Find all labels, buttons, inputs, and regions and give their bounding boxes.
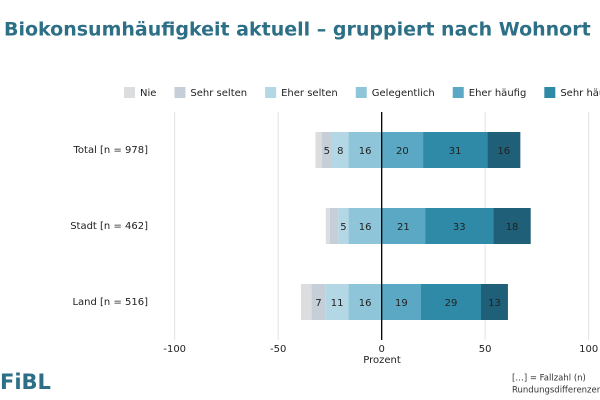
- y-tick-label: Total [n = 978]: [73, 145, 149, 156]
- data-label: 16: [359, 298, 372, 309]
- bar-segment: [381, 208, 426, 244]
- bar-segment: [325, 284, 349, 320]
- bar-segment: [421, 284, 482, 320]
- data-label: 8: [337, 146, 343, 157]
- y-tick-label: Land [n = 516]: [72, 297, 148, 308]
- bar-segment: [425, 208, 494, 244]
- legend-swatch: [355, 87, 367, 98]
- bar-segment: [493, 208, 531, 244]
- bar-segment: [338, 208, 349, 244]
- bar-segment: [332, 132, 349, 168]
- data-label: 31: [449, 146, 462, 157]
- logo: FiBL: [0, 370, 51, 394]
- data-label: 7: [315, 298, 321, 309]
- bar-segment: [300, 284, 312, 320]
- x-axis-label: Prozent: [363, 355, 401, 366]
- data-label: 20: [396, 146, 409, 157]
- legend-label: Gelegentlich: [372, 88, 435, 99]
- data-label: 16: [359, 222, 372, 233]
- data-label: 29: [445, 298, 458, 309]
- bar-segment: [487, 132, 521, 168]
- note: […] = Fallzahl (n): [512, 374, 586, 384]
- bar-segment: [321, 132, 332, 168]
- legend-swatch: [174, 87, 186, 98]
- data-label: 33: [453, 222, 466, 233]
- data-label: 18: [506, 222, 519, 233]
- bar-segment: [311, 284, 326, 320]
- bar-segment: [348, 132, 382, 168]
- bar-segment: [348, 284, 382, 320]
- data-label: 19: [395, 298, 408, 309]
- x-tick-label: 50: [479, 344, 492, 355]
- bar-segment: [381, 132, 424, 168]
- note: Rundungsdifferenzen: [512, 386, 600, 396]
- x-tick-label: -100: [163, 344, 186, 355]
- legend-swatch: [544, 87, 556, 98]
- data-label: 5: [340, 222, 346, 233]
- data-label: 11: [331, 298, 344, 309]
- data-label: 5: [324, 146, 330, 157]
- legend-label: Sehr selten: [190, 88, 247, 99]
- legend-label: Eher selten: [281, 88, 338, 99]
- x-tick-label: 0: [378, 344, 384, 355]
- data-label: 13: [488, 298, 501, 309]
- bar-segment: [423, 132, 488, 168]
- data-label: 16: [359, 146, 372, 157]
- x-tick-label: -50: [270, 344, 286, 355]
- legend-label: Sehr häufig: [560, 88, 600, 99]
- data-label: 21: [397, 222, 410, 233]
- legend-label: Nie: [140, 88, 156, 99]
- legend-label: Eher häufig: [469, 88, 527, 99]
- bar-segment: [325, 208, 330, 244]
- bar-segment: [381, 284, 421, 320]
- chart-title: Biokonsumhäufigkeit aktuell – gruppiert …: [4, 19, 591, 41]
- x-tick-label: 100: [579, 344, 598, 355]
- legend-swatch: [265, 87, 277, 98]
- legend-swatch: [452, 87, 464, 98]
- legend-swatch: [124, 87, 135, 98]
- bar-segment: [348, 208, 382, 244]
- y-tick-label: Stadt [n = 462]: [70, 221, 148, 232]
- bar-segment: [481, 284, 508, 320]
- bar-segment: [329, 208, 339, 244]
- bar-segment: [315, 132, 322, 168]
- data-label: 16: [497, 146, 510, 157]
